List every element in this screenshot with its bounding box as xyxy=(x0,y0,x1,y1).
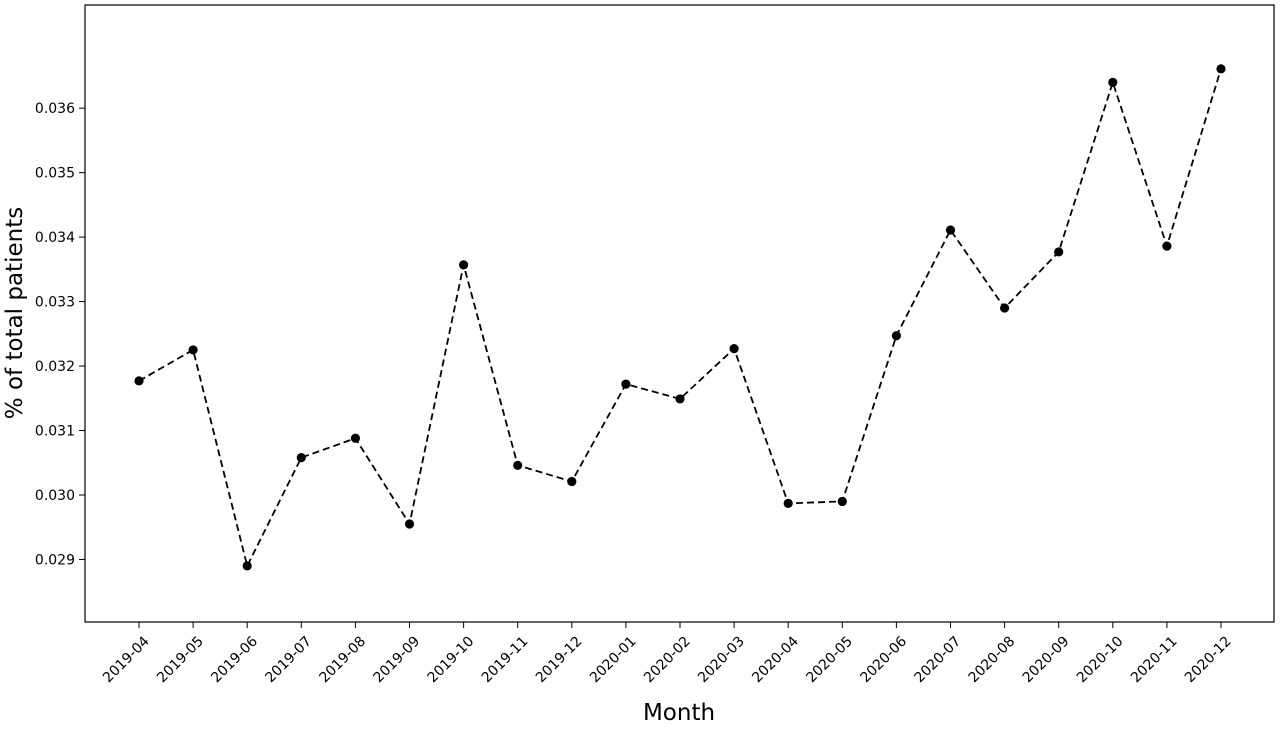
data-point xyxy=(1108,77,1118,87)
y-tick-label: 0.036 xyxy=(35,101,75,117)
x-tick-label: 2019-11 xyxy=(479,633,532,686)
x-tick-label: 2019-10 xyxy=(425,633,478,686)
data-point xyxy=(567,476,577,487)
x-tick-label: 2020-03 xyxy=(695,633,748,686)
data-point xyxy=(513,460,523,470)
data-point xyxy=(621,379,631,389)
series-group xyxy=(134,64,1226,571)
x-tick-label: 2020-06 xyxy=(857,633,910,686)
data-point xyxy=(675,394,685,404)
x-tick-label: 2020-08 xyxy=(966,633,1019,686)
y-tick-label: 0.032 xyxy=(35,359,75,375)
x-tick-label: 2019-12 xyxy=(533,633,586,686)
data-point xyxy=(729,344,739,354)
y-tick-label: 0.034 xyxy=(35,230,75,246)
data-point xyxy=(1000,303,1010,313)
data-point xyxy=(350,433,360,443)
data-point xyxy=(242,561,252,571)
x-tick-label: 2020-05 xyxy=(803,633,856,686)
data-point xyxy=(783,498,793,508)
x-tick-label: 2020-02 xyxy=(641,633,694,686)
data-point xyxy=(1162,241,1172,251)
x-tick-label: 2020-04 xyxy=(749,633,802,686)
data-point xyxy=(837,496,847,507)
y-tick-label: 0.035 xyxy=(35,166,75,182)
y-tick-label: 0.030 xyxy=(35,488,75,504)
data-point xyxy=(891,331,902,341)
y-tick-label: 0.029 xyxy=(35,552,75,568)
data-point xyxy=(459,260,469,270)
data-point xyxy=(188,345,198,355)
x-tick-label: 2019-06 xyxy=(208,633,261,686)
x-tick-label: 2020-01 xyxy=(587,633,640,686)
x-tick-label: 2020-10 xyxy=(1074,633,1127,686)
y-axis-label: % of total patients xyxy=(2,207,28,419)
x-tick-label: 2020-11 xyxy=(1128,633,1181,686)
y-axis: 0.029 0.030 0.031 0.032 0.033 0.034 0.035 0.036 xyxy=(35,101,85,568)
data-point xyxy=(1054,247,1064,257)
y-tick-label: 0.033 xyxy=(35,295,75,311)
x-tick-label: 2020-07 xyxy=(912,633,965,686)
x-axis-label: Month xyxy=(643,700,715,725)
x-tick-label: 2019-09 xyxy=(371,633,424,686)
x-tick-label: 2019-08 xyxy=(316,633,369,686)
plot-frame xyxy=(84,4,1275,623)
x-tick-label: 2020-12 xyxy=(1182,633,1235,686)
data-point xyxy=(404,519,415,529)
data-point xyxy=(296,452,306,463)
x-tick-label: 2019-04 xyxy=(100,633,153,686)
y-tick-label: 0.031 xyxy=(35,424,75,440)
data-point xyxy=(134,376,144,386)
series-line xyxy=(138,68,1222,569)
x-tick-label: 2019-07 xyxy=(262,633,315,686)
x-axis: 2019-04 2019-05 2019-06 2019-07 2019-08 2019-… xyxy=(100,622,1235,686)
data-point xyxy=(945,225,956,235)
data-point xyxy=(1216,64,1226,74)
x-tick-label: 2020-09 xyxy=(1020,633,1073,686)
x-tick-label: 2019-05 xyxy=(154,633,207,686)
